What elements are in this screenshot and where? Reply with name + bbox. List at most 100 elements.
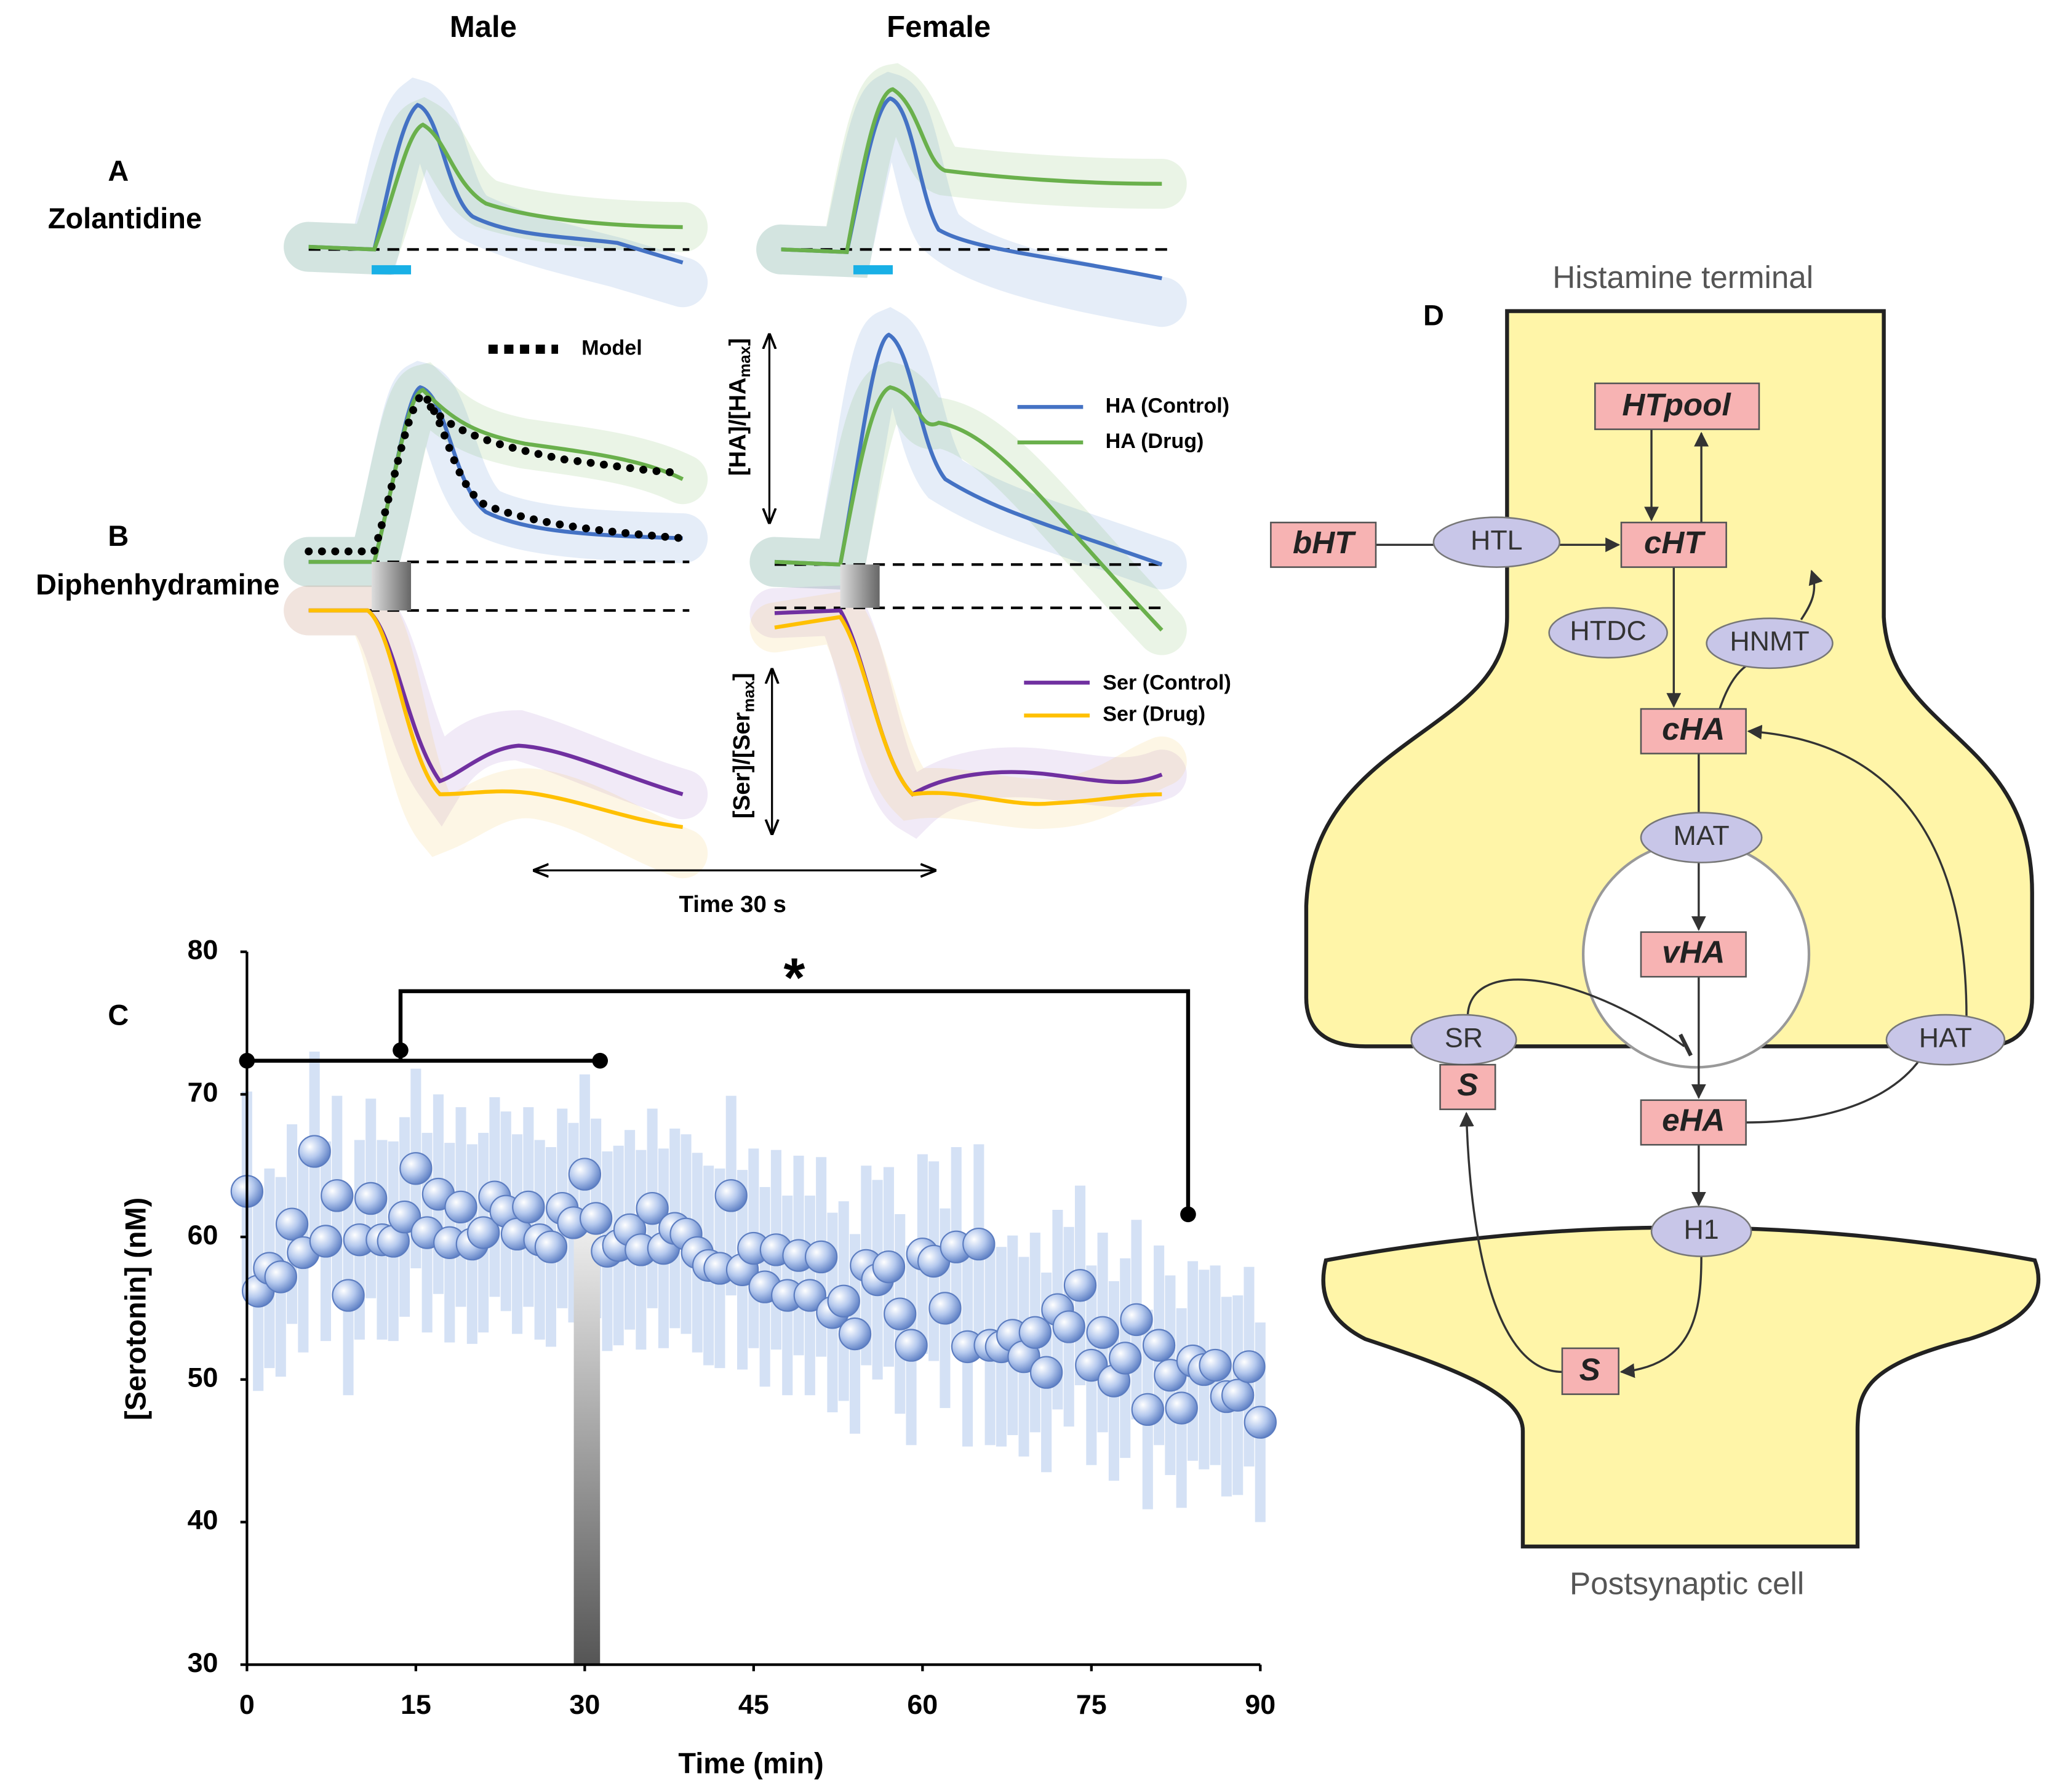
legend-text: Ser (Drug) bbox=[1103, 703, 1205, 726]
node-label: cHT bbox=[1644, 525, 1706, 560]
y-axis-label: [Serotonin] (nM) bbox=[120, 1198, 152, 1420]
point bbox=[321, 1179, 354, 1212]
point bbox=[793, 1279, 826, 1312]
point bbox=[1075, 1348, 1108, 1382]
x-tick-label: 30 bbox=[569, 1689, 600, 1720]
x-tick-label: 15 bbox=[401, 1689, 431, 1720]
node-box bbox=[1640, 708, 1747, 754]
region-label: Postsynaptic cell bbox=[1570, 1566, 1804, 1601]
point bbox=[1086, 1316, 1119, 1349]
point bbox=[804, 1240, 838, 1274]
node-label: MAT bbox=[1673, 820, 1729, 851]
bracket-end bbox=[1180, 1206, 1196, 1223]
node-ellipse bbox=[1706, 617, 1834, 670]
y-tick-label: 80 bbox=[188, 934, 218, 965]
y-tick-label: 50 bbox=[188, 1362, 218, 1393]
node-box bbox=[1594, 382, 1760, 430]
node-box bbox=[1620, 521, 1727, 568]
node-label: S bbox=[1457, 1067, 1478, 1102]
significance-bracket bbox=[247, 989, 1191, 1215]
x-tick-label: 75 bbox=[1076, 1689, 1107, 1720]
postsynaptic bbox=[1321, 1225, 2041, 1549]
traces bbox=[284, 63, 1187, 879]
point bbox=[838, 1317, 872, 1351]
panels-ab: Male Female A Zolantidine B Diphenhydram… bbox=[36, 10, 1231, 918]
panel-label: C bbox=[108, 999, 129, 1031]
node-box bbox=[1640, 931, 1747, 978]
point bbox=[388, 1200, 421, 1234]
point bbox=[1199, 1348, 1232, 1382]
scale-sub: max bbox=[740, 680, 757, 712]
node-box bbox=[1439, 1063, 1496, 1110]
stimulus-bar bbox=[573, 1227, 601, 1665]
bracket-end bbox=[239, 1052, 255, 1069]
bracket-end bbox=[592, 1052, 609, 1069]
x-tick-label: 60 bbox=[907, 1689, 938, 1720]
scale-sub: max bbox=[737, 345, 754, 377]
point bbox=[298, 1135, 331, 1168]
node-label: S bbox=[1579, 1352, 1600, 1387]
point bbox=[928, 1292, 962, 1325]
scale-label: [Ser]/[Sermax] bbox=[729, 673, 757, 818]
node-label: cHA bbox=[1662, 711, 1725, 746]
node-label: vHA bbox=[1662, 934, 1725, 969]
arrows bbox=[1376, 429, 1968, 1378]
point bbox=[309, 1225, 343, 1258]
scale-label: Time 30 s bbox=[679, 891, 786, 918]
column-title: Female bbox=[887, 10, 991, 44]
node-box bbox=[1561, 1347, 1619, 1395]
x-tick-label: 0 bbox=[239, 1689, 255, 1720]
points bbox=[230, 1135, 1277, 1439]
point bbox=[1018, 1316, 1052, 1349]
node-label: SR bbox=[1445, 1022, 1483, 1053]
point bbox=[884, 1297, 917, 1330]
point bbox=[1109, 1342, 1142, 1375]
panel-label: B bbox=[108, 520, 129, 552]
panel-c: C [Serotonin] (nM) Time (min) * 30 40 50 60… bbox=[108, 934, 1277, 1780]
y-tick-label: 60 bbox=[188, 1220, 218, 1250]
point bbox=[534, 1230, 568, 1263]
point bbox=[962, 1227, 996, 1261]
point bbox=[444, 1190, 477, 1224]
node-ellipse bbox=[1650, 1206, 1752, 1257]
node-label: HTpool bbox=[1622, 387, 1731, 422]
legend-text: HA (Control) bbox=[1106, 394, 1230, 417]
point bbox=[568, 1158, 602, 1191]
node-box bbox=[1270, 521, 1377, 568]
point bbox=[275, 1207, 309, 1241]
point bbox=[1232, 1350, 1266, 1383]
node-ellipse bbox=[1885, 1014, 2006, 1066]
x-tick-label: 45 bbox=[738, 1689, 769, 1720]
scale-text: [Ser]/[Ser bbox=[729, 712, 755, 818]
point bbox=[1142, 1329, 1176, 1362]
point bbox=[1131, 1393, 1164, 1426]
scale-text: ] bbox=[729, 673, 755, 681]
panel-d: Histamine terminal Postsynaptic cell D H… bbox=[1270, 260, 2041, 1601]
node-ellipse bbox=[1432, 516, 1560, 568]
x-axis-label: Time (min) bbox=[678, 1748, 823, 1780]
legend-text: Ser (Control) bbox=[1103, 671, 1231, 694]
point bbox=[872, 1250, 906, 1284]
point bbox=[332, 1279, 365, 1312]
node-box bbox=[1640, 1099, 1747, 1146]
region-label: Histamine terminal bbox=[1552, 260, 1813, 295]
point bbox=[636, 1192, 669, 1225]
legend-text: HA (Drug) bbox=[1106, 430, 1204, 453]
point bbox=[579, 1202, 613, 1235]
scale-text: [HA]/[HA bbox=[725, 377, 751, 476]
node-ellipse bbox=[1640, 812, 1763, 863]
point bbox=[1063, 1269, 1097, 1302]
point bbox=[264, 1260, 297, 1294]
point bbox=[1052, 1310, 1085, 1343]
point bbox=[714, 1179, 748, 1212]
point bbox=[1120, 1303, 1153, 1337]
significance: * bbox=[784, 946, 805, 1008]
y-tick-label: 70 bbox=[188, 1077, 218, 1108]
node-ellipse bbox=[1548, 607, 1668, 659]
point bbox=[1221, 1378, 1255, 1412]
panel-label: D bbox=[1423, 300, 1444, 332]
scale-text: ] bbox=[725, 338, 751, 346]
point bbox=[466, 1216, 500, 1249]
node-label: H1 bbox=[1683, 1214, 1719, 1245]
